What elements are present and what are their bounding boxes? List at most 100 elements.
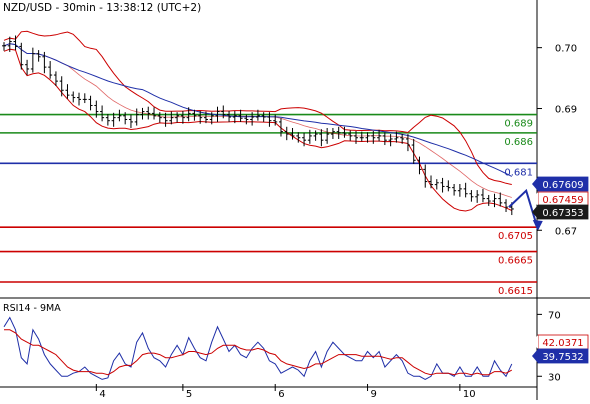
price-bar [36, 50, 41, 62]
rsi-title: RSI14 - 9MA [3, 303, 61, 314]
rsi-badge-1: 39.7532 [532, 348, 589, 364]
price-bar [504, 199, 509, 212]
rsi-badge-0: 42.0371 [532, 334, 589, 350]
price-badges: 0.67609 0.67459 0.67353 42.0371 39.7532 [532, 176, 589, 364]
price-bar [100, 105, 105, 122]
level-label-4: 0.6665 [498, 256, 533, 267]
price-bar [429, 175, 434, 189]
price-bar [42, 51, 47, 74]
price-bar [65, 84, 70, 99]
level-label-0: 0.689 [504, 119, 533, 130]
price-bar [348, 130, 353, 141]
price-bar [486, 194, 491, 206]
price-bar [88, 95, 93, 111]
price-bar [232, 110, 237, 124]
price-badge-2-pointer [532, 205, 538, 219]
price-bar [250, 112, 255, 126]
price-bar [140, 107, 145, 120]
price-bar [255, 109, 260, 121]
rsi-badge-0-pointer [532, 335, 538, 349]
price-bar [238, 109, 243, 122]
price-bars [2, 35, 514, 216]
price-bar [198, 110, 203, 124]
price-bar [354, 131, 358, 144]
price-bar [146, 106, 151, 120]
rsi-badge-1-pointer [532, 349, 538, 363]
price-badge-1-pointer [532, 192, 538, 206]
price-bar [77, 92, 82, 106]
projection-path [508, 188, 539, 230]
time-tick-label-1: 5 [186, 389, 192, 400]
price-tick-label-0: 0.70 [555, 44, 577, 55]
price-bar [105, 114, 110, 126]
price-bar [71, 91, 76, 103]
price-badge-0-label: 0.67609 [542, 180, 583, 191]
price-bar [227, 110, 232, 122]
price-bar [203, 111, 208, 124]
price-bar [59, 76, 64, 97]
price-bar [446, 180, 451, 192]
chart-title: NZD/USD - 30min - 13:38:12 (UTC+2) [3, 2, 201, 14]
level-label-5: 0.6615 [498, 286, 533, 297]
price-bar [169, 111, 174, 125]
price-badge-0-pointer [532, 177, 538, 191]
time-tick-label-0: 4 [99, 389, 105, 400]
price-badge-1: 0.67459 [532, 191, 589, 207]
price-bar [290, 128, 295, 140]
price-bar [452, 184, 457, 196]
price-bar [313, 130, 318, 141]
price-axis: 0.70 0.69 0.67 [537, 44, 577, 237]
price-bar [186, 107, 191, 122]
lower-band [3, 48, 513, 212]
time-tick-label-2: 6 [278, 389, 284, 400]
price-bar [30, 47, 35, 73]
price-bar [180, 110, 185, 124]
price-bar [134, 108, 139, 126]
price-bar [377, 129, 382, 142]
price-bar [192, 109, 197, 121]
price-bar [152, 107, 157, 120]
price-bar [434, 179, 439, 190]
price-bar [123, 112, 128, 125]
price-bar [278, 118, 283, 137]
level-label-1: 0.686 [504, 137, 533, 148]
price-bar [215, 106, 220, 122]
price-bar [394, 131, 399, 143]
price-bar [267, 112, 272, 127]
price-bar [475, 190, 480, 203]
support-resistance-levels: 0.689 0.686 0.681 0.6705 0.6665 0.6615 [0, 113, 537, 297]
price-bar [388, 134, 393, 147]
price-bar [307, 129, 312, 144]
price-bar [325, 128, 330, 144]
level-label-3: 0.6705 [498, 231, 533, 242]
price-bar [82, 93, 87, 104]
price-bar [19, 42, 24, 70]
price-bar [405, 134, 410, 152]
price-badge-0: 0.67609 [532, 176, 589, 192]
rsi-tick-label-2: 30 [548, 372, 561, 383]
price-bar [111, 112, 116, 127]
rsi-ma-line [4, 329, 513, 376]
price-badge-1-label: 0.67459 [542, 195, 583, 206]
price-bar [440, 177, 445, 193]
price-bar [261, 112, 266, 122]
price-bar [284, 126, 289, 141]
time-tick-label-4: 10 [463, 389, 476, 400]
price-bar [157, 112, 162, 123]
price-bar [400, 134, 405, 144]
price-bar [463, 182, 468, 198]
price-bar [469, 190, 474, 202]
price-bar [423, 164, 428, 188]
time-tick-label-3: 9 [371, 389, 377, 400]
rsi-tick-label-0: 70 [548, 310, 561, 321]
price-bar [302, 132, 307, 147]
price-tick-label-1: 0.69 [555, 105, 577, 116]
price-bar [221, 105, 226, 119]
level-label-2: 0.681 [504, 167, 533, 178]
price-bar [94, 100, 99, 118]
price-bar [13, 35, 18, 51]
price-bar [365, 132, 370, 143]
